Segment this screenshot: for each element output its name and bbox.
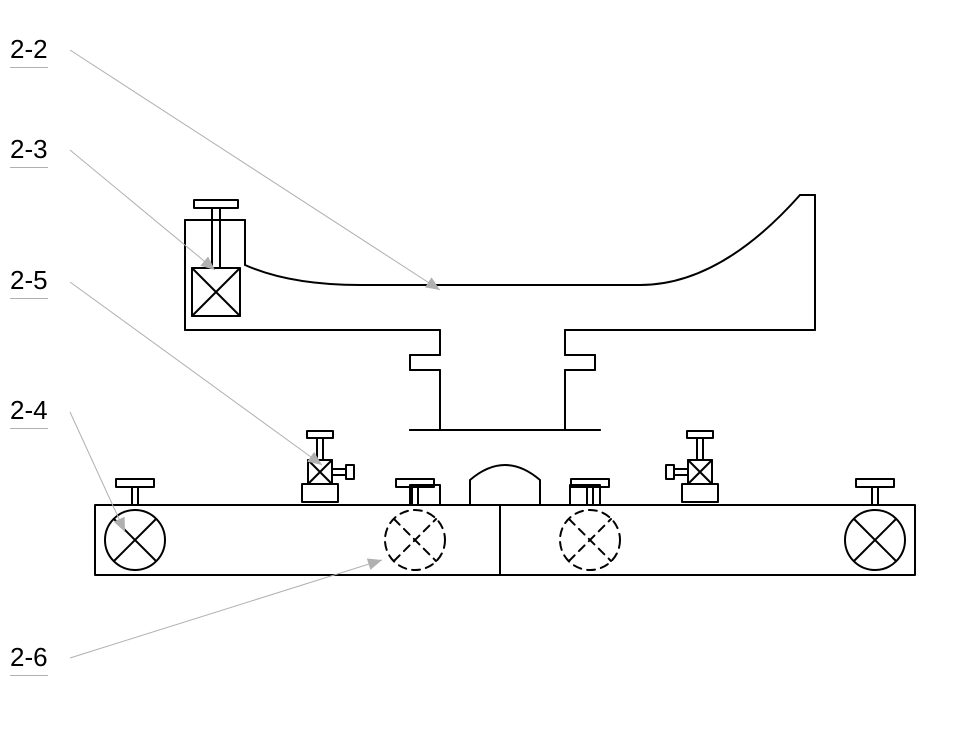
callout-2-3: 2-3 (10, 134, 48, 168)
callout-2-4: 2-4 (10, 395, 48, 429)
callout-2-6: 2-6 (10, 642, 48, 676)
callout-2-2: 2-2 (10, 34, 48, 68)
callout-2-5: 2-5 (10, 265, 48, 299)
